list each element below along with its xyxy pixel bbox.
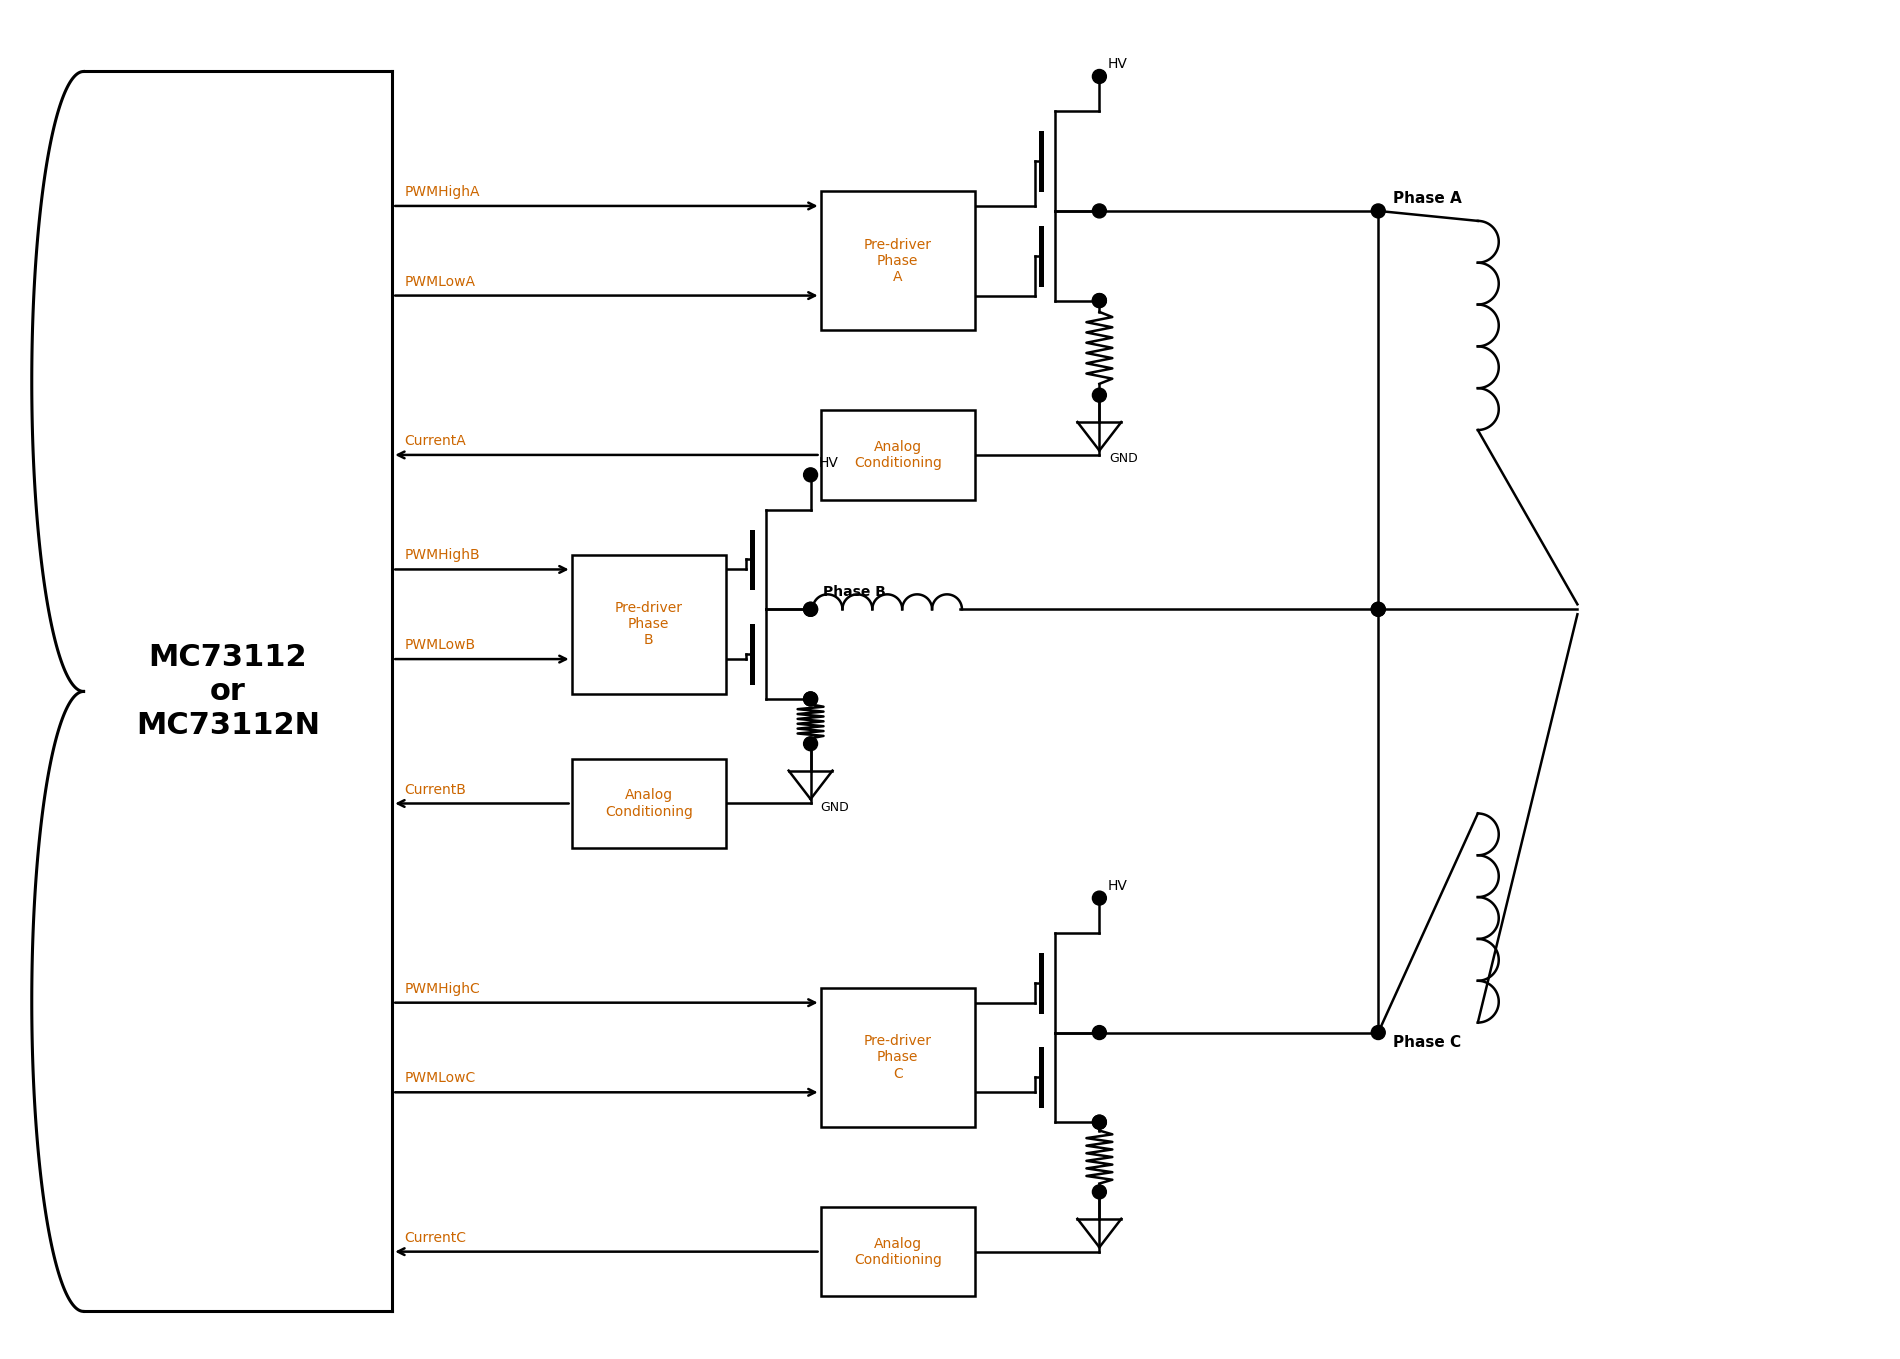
Text: PWMLowB: PWMLowB <box>405 639 475 652</box>
Circle shape <box>804 602 817 616</box>
Text: PWMHighA: PWMHighA <box>405 185 479 198</box>
Circle shape <box>1092 389 1106 402</box>
Circle shape <box>1092 294 1106 307</box>
Circle shape <box>1372 602 1385 616</box>
Circle shape <box>1372 204 1385 217</box>
Text: Analog
Conditioning: Analog Conditioning <box>853 440 942 470</box>
Text: CurrentB: CurrentB <box>405 783 466 796</box>
Circle shape <box>804 692 817 705</box>
Text: Pre-driver
Phase
C: Pre-driver Phase C <box>864 1034 931 1080</box>
Text: PWMLowA: PWMLowA <box>405 275 475 288</box>
Bar <box>572 554 726 694</box>
Text: HV: HV <box>1108 879 1127 893</box>
Circle shape <box>1092 1116 1106 1129</box>
Circle shape <box>1372 602 1385 616</box>
Circle shape <box>1092 1026 1106 1040</box>
Bar <box>572 758 726 848</box>
Text: Pre-driver
Phase
A: Pre-driver Phase A <box>864 238 931 284</box>
Text: HV: HV <box>819 455 838 470</box>
Circle shape <box>1092 1116 1106 1129</box>
Circle shape <box>1092 294 1106 307</box>
Text: Phase B: Phase B <box>823 586 885 599</box>
Bar <box>821 410 975 500</box>
Text: CurrentA: CurrentA <box>405 434 466 448</box>
Text: Pre-driver
Phase
B: Pre-driver Phase B <box>616 601 682 647</box>
Text: PWMHighB: PWMHighB <box>405 549 481 563</box>
Text: MC73112
or
MC73112N: MC73112 or MC73112N <box>137 643 319 739</box>
Circle shape <box>1092 1185 1106 1199</box>
Text: CurrentC: CurrentC <box>405 1231 466 1245</box>
Text: PWMLowC: PWMLowC <box>405 1071 475 1086</box>
Bar <box>821 988 975 1127</box>
Bar <box>821 1207 975 1296</box>
Circle shape <box>804 692 817 705</box>
Text: GND: GND <box>821 800 849 814</box>
Text: Analog
Conditioning: Analog Conditioning <box>604 788 694 818</box>
Text: GND: GND <box>1110 453 1138 465</box>
Circle shape <box>1372 1026 1385 1040</box>
Text: HV: HV <box>1108 57 1127 72</box>
Text: Phase A: Phase A <box>1393 192 1461 207</box>
Circle shape <box>1092 69 1106 83</box>
Circle shape <box>804 467 817 482</box>
Circle shape <box>1092 204 1106 217</box>
Text: Phase C: Phase C <box>1393 1036 1461 1051</box>
Bar <box>821 192 975 330</box>
Circle shape <box>1092 892 1106 905</box>
Circle shape <box>804 737 817 750</box>
Text: Analog
Conditioning: Analog Conditioning <box>853 1237 942 1267</box>
Text: PWMHighC: PWMHighC <box>405 981 481 996</box>
Circle shape <box>804 602 817 616</box>
